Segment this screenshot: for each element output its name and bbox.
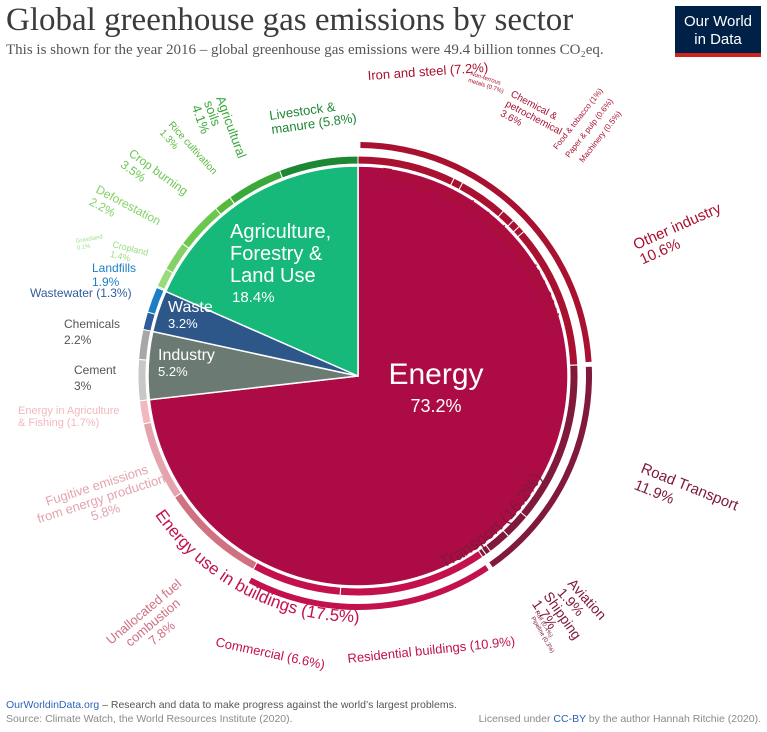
label-agriculture-pct: 18.4% bbox=[232, 289, 275, 306]
license-link[interactable]: CC-BY bbox=[553, 713, 586, 725]
sublabel-commercial-6-6: Commercial (6.6%) bbox=[214, 634, 326, 672]
label-industry-pct: 5.2% bbox=[158, 364, 188, 379]
sublabel-grassland-0-1: Grassland0.1% bbox=[75, 234, 104, 252]
sublabel-landfills-1-9: Landfills 1.9% bbox=[92, 261, 136, 289]
ring-livestock-manure-5-8 bbox=[278, 155, 359, 179]
energy-group-arcs bbox=[248, 142, 592, 610]
source-text: Source: Climate Watch, the World Resourc… bbox=[6, 713, 293, 725]
sublabel-livestock-manure-5-8: Livestock &manure (5.8%) bbox=[268, 96, 357, 137]
label-energy-pct: 73.2% bbox=[410, 396, 461, 416]
group-arc-energy-use-in-buildings-17-5 bbox=[248, 565, 489, 610]
page-subtitle: This is shown for the year 2016 – global… bbox=[6, 42, 604, 58]
slice-agriculture-forestry-land-use bbox=[164, 165, 359, 378]
sublabel-road-transport-11-9: Road Transport11.9% bbox=[632, 460, 742, 531]
page-title: Global greenhouse gas emissions by secto… bbox=[6, 2, 574, 38]
label-energy: Energy bbox=[388, 358, 483, 391]
site-link[interactable]: OurWorldinData.org bbox=[6, 699, 100, 711]
label-waste: Waste bbox=[168, 299, 213, 316]
sublabel-energy-in-agriculture-fishing-1-7: Energy in Agriculture & Fishing (1.7%) bbox=[18, 405, 120, 429]
sublabel-deforestation-2-2: Deforestation2.2% bbox=[87, 182, 163, 240]
group-arc-transport-16-2 bbox=[489, 366, 592, 568]
label-industry: Industry bbox=[158, 347, 215, 364]
license-pre: Licensed under bbox=[478, 713, 554, 725]
owid-logo[interactable]: Our World in Data bbox=[675, 6, 761, 57]
sublabel-fugitive-emissions-from-energy-production-5-8: Fugitive emissionsfrom energy production… bbox=[31, 457, 171, 539]
sublabel-cement-3: Cement 3% bbox=[74, 363, 117, 393]
license-text: Licensed under CC-BY by the author Hanna… bbox=[479, 712, 761, 726]
subsector-ring bbox=[137, 155, 579, 597]
sublabel-other-industry-10-6: Other industry10.6% bbox=[631, 200, 731, 269]
sublabel-chemicals-2-2: Chemicals 2.2% bbox=[64, 317, 120, 347]
label-agriculture: Agriculture, Forestry & Land Use bbox=[230, 221, 331, 287]
ring-cement-3 bbox=[137, 358, 148, 402]
pie-slices bbox=[147, 165, 569, 587]
sublabel-unallocated-fuel-combustion-7-8: Unallocated fuelcombustion7.8% bbox=[103, 576, 202, 669]
sublabel-non-ferrous-metals-0-7: Non-ferrousmetals (0.7%) bbox=[467, 71, 506, 95]
footer: OurWorldinData.org – Research and data t… bbox=[6, 698, 761, 726]
sublabel-wastewater-1-3: Wastewater (1.3%) bbox=[30, 286, 132, 300]
logo-line-2: in Data bbox=[694, 31, 742, 48]
license-post: by the author Hannah Ritchie (2020). bbox=[585, 713, 761, 725]
sublabel-residential-buildings-10-9: Residential buildings (10.9%) bbox=[347, 633, 516, 666]
label-waste-pct: 3.2% bbox=[168, 316, 198, 331]
tagline: – Research and data to make progress aga… bbox=[99, 699, 457, 711]
logo-line-1: Our World bbox=[683, 13, 753, 30]
